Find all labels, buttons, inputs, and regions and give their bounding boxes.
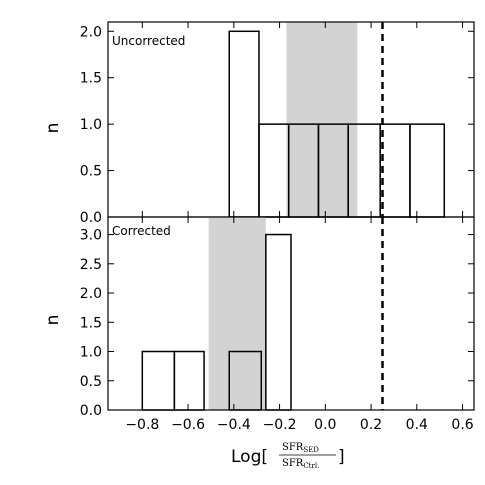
- bottom-y-axis-label: n: [43, 315, 63, 326]
- x-tick-label: 0.6: [451, 417, 473, 433]
- bottom-histogram-bar: [265, 233, 292, 411]
- bottom-y-tick-label: 1.0: [80, 345, 102, 361]
- bottom-y-tick-label: 2.0: [80, 286, 102, 302]
- top-histogram-bar: [379, 123, 411, 218]
- top-y-axis-label: n: [43, 123, 63, 134]
- top-y-tick-label: 1.0: [80, 117, 102, 133]
- bottom-y-tick-label: 1.5: [80, 315, 102, 331]
- top-y-tick-label: 0.5: [80, 164, 102, 180]
- bottom-y-tick-label: 3.0: [80, 228, 102, 244]
- bottom-axes-frame: [107, 216, 475, 411]
- bottom-y-tick-label: 2.5: [80, 257, 102, 273]
- bottom-histogram-bar: [173, 350, 205, 411]
- top-histogram-bar: [228, 30, 260, 218]
- x-tick-label: 0.2: [360, 417, 382, 433]
- uncorrected-panel: 0.0 0.5 1.0 1.5 2.0: [80, 21, 475, 226]
- x-tick-label: 0.0: [314, 417, 336, 433]
- bottom-y-tick-label: 0.0: [80, 403, 102, 419]
- top-y-tick-label: 0.0: [80, 210, 102, 226]
- top-shaded-band: [286, 22, 358, 217]
- x-axis-label-prefix: Log[: [231, 447, 268, 467]
- x-axis-label-denominator: SFRCtrl.: [282, 458, 319, 470]
- x-tick-label: 0.4: [406, 417, 428, 433]
- bottom-y-tick-label: 0.5: [80, 374, 102, 390]
- corrected-label: Corrected: [112, 224, 171, 238]
- x-axis-label-suffix: ]: [338, 447, 345, 467]
- x-tick-label: −0.2: [263, 417, 297, 433]
- top-y-tick-label: 1.5: [80, 71, 102, 87]
- top-histogram-bar: [258, 123, 290, 218]
- x-axis-label: Log[ SFRSED SFRCtrl. ]: [231, 442, 345, 470]
- corrected-panel: 0.0 0.5 1.0 1.5 2.0 2.5 3.0 −0.8 −0.6 −0.4 −0.2 0.0…: [80, 216, 475, 433]
- top-y-tick-label: 2.0: [80, 24, 102, 40]
- x-tick-label: −0.4: [217, 417, 251, 433]
- x-tick-label: −0.6: [171, 417, 205, 433]
- bottom-histogram-bar: [141, 350, 176, 411]
- uncorrected-label: Uncorrected: [112, 34, 185, 48]
- x-tick-label: −0.8: [125, 417, 159, 433]
- bottom-shaded-band: [208, 217, 266, 410]
- x-axis-label-numerator: SFRSED: [282, 442, 319, 454]
- top-histogram-bar: [409, 123, 446, 218]
